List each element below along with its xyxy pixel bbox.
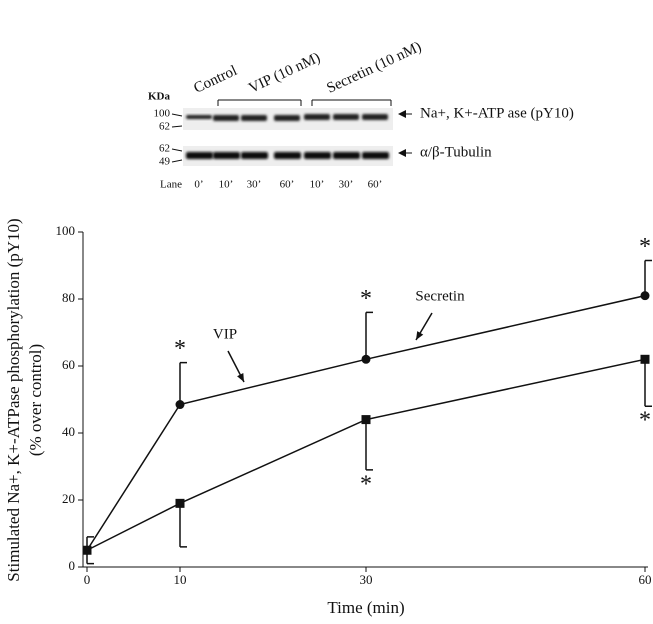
error-bar <box>179 361 187 405</box>
band-arrow <box>398 110 406 118</box>
kda-marker: 49 <box>159 156 171 168</box>
band <box>241 115 267 121</box>
band <box>333 152 360 159</box>
y-axis-title: Stimulated Na+, K+-ATPase phosphorylatio… <box>4 218 23 581</box>
y-tick-label: 80 <box>62 290 75 305</box>
band <box>362 152 389 159</box>
kda-marker: 62 <box>159 143 170 155</box>
significance-mark: * <box>639 408 651 434</box>
marker <box>640 354 650 364</box>
series-label: VIP <box>213 326 237 342</box>
x-tick-label: 10 <box>174 572 187 587</box>
series-label: Secretin <box>415 288 465 304</box>
series-line <box>86 358 646 551</box>
significance-mark: * <box>360 471 372 497</box>
marker-tick <box>171 125 183 128</box>
y-tick-label: 0 <box>69 558 76 573</box>
band <box>304 152 331 159</box>
band <box>213 152 240 159</box>
marker <box>82 545 92 555</box>
error-bar <box>644 259 652 296</box>
band <box>274 115 300 121</box>
band <box>186 152 213 159</box>
band-label: α/β-Tubulin <box>420 144 492 160</box>
label-arrowhead <box>416 331 424 340</box>
kda-marker: 100 <box>154 108 171 120</box>
group-label: VIP (10 nM) <box>246 50 323 97</box>
lane-title: Lane <box>160 179 182 191</box>
lane-label: 60’ <box>368 179 383 191</box>
band <box>304 114 330 120</box>
band <box>213 115 239 121</box>
lane-label: 10’ <box>219 179 234 191</box>
y-tick-label: 20 <box>62 491 75 506</box>
western-blot: KDa 100 62 62 49 Control VIP (10 nM) Sec… <box>148 39 574 191</box>
x-axis-title: Time (min) <box>327 598 404 617</box>
x-tick-label: 0 <box>84 572 91 587</box>
marker-tick <box>171 159 183 163</box>
band <box>333 114 359 120</box>
error-bar <box>644 359 652 407</box>
group-label: Secretin (10 nM) <box>324 39 424 97</box>
y-tick-label: 100 <box>56 223 76 238</box>
band <box>186 115 212 119</box>
marker <box>361 415 371 425</box>
marker <box>640 291 650 301</box>
y-axis-title: (% over control) <box>26 344 45 456</box>
kda-marker: 62 <box>159 121 170 133</box>
label-arrowhead <box>237 373 244 382</box>
significance-mark: * <box>360 286 372 312</box>
marker <box>175 498 185 508</box>
marker-tick <box>171 113 183 117</box>
marker-tick <box>171 148 183 152</box>
kda-title: KDa <box>148 91 171 103</box>
lane-label: 30’ <box>247 179 262 191</box>
marker <box>175 400 185 410</box>
series-line <box>86 294 646 551</box>
y-tick-label: 40 <box>62 424 75 439</box>
error-bar <box>365 311 373 360</box>
x-tick-label: 60 <box>639 572 652 587</box>
group-label: Control <box>191 63 239 97</box>
significance-mark: * <box>639 234 651 260</box>
error-bar <box>179 503 187 548</box>
lane-label: 30’ <box>339 179 354 191</box>
significance-mark: * <box>174 336 186 362</box>
band <box>274 152 301 159</box>
band-arrow <box>398 149 406 157</box>
x-tick-label: 30 <box>360 572 373 587</box>
lane-label: 60’ <box>280 179 295 191</box>
error-bar <box>365 419 373 471</box>
band <box>241 152 268 159</box>
marker <box>361 354 371 364</box>
band-label: Na+, K+-ATP ase (pY10) <box>420 105 574 121</box>
y-tick-label: 60 <box>62 357 75 372</box>
band <box>362 114 388 120</box>
lane-label: 10’ <box>310 179 325 191</box>
lane-label: 0’ <box>194 179 203 191</box>
